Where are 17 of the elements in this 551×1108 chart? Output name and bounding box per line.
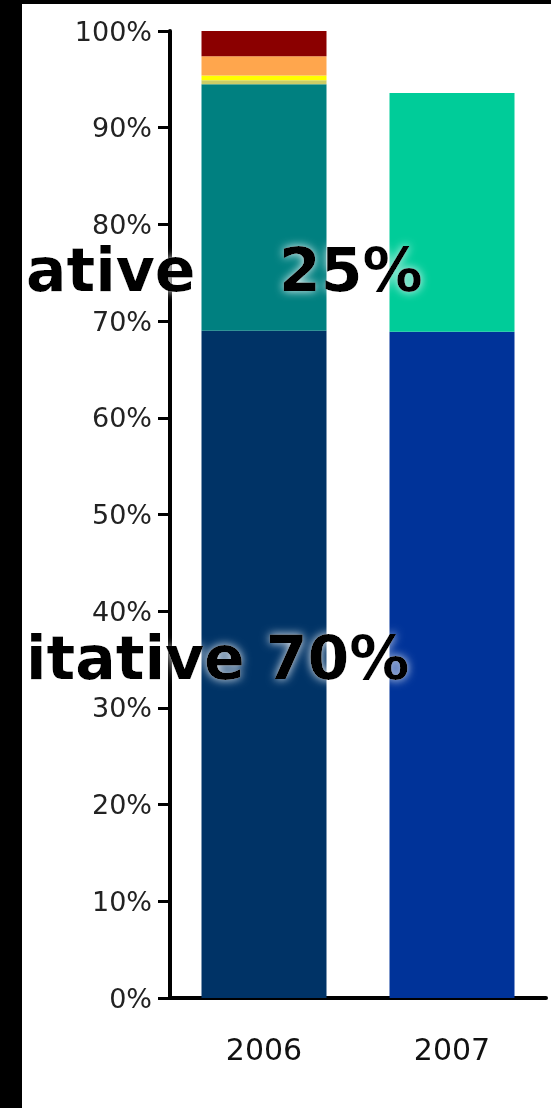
y-tick-label: 10% [91,885,152,917]
y-tick-label: 30% [91,692,152,724]
y-tick-label: 100% [74,15,152,47]
bar [201,56,327,76]
bar [201,80,327,85]
y-tick-label: 70% [91,305,152,337]
y-tick-label: 60% [91,402,152,434]
y-tick-label: 50% [91,499,152,530]
y-tick-label: 40% [91,595,152,627]
x-tick-label: 2006 [225,1031,303,1067]
bar [201,75,327,81]
x-tick-label: 2007 [413,1031,491,1067]
y-tick-label: 80% [91,208,152,240]
y-tick-label: 20% [91,789,152,821]
bar [201,31,327,57]
y-tick-label: 0% [109,982,152,1014]
y-tick-label: 90% [91,112,152,144]
